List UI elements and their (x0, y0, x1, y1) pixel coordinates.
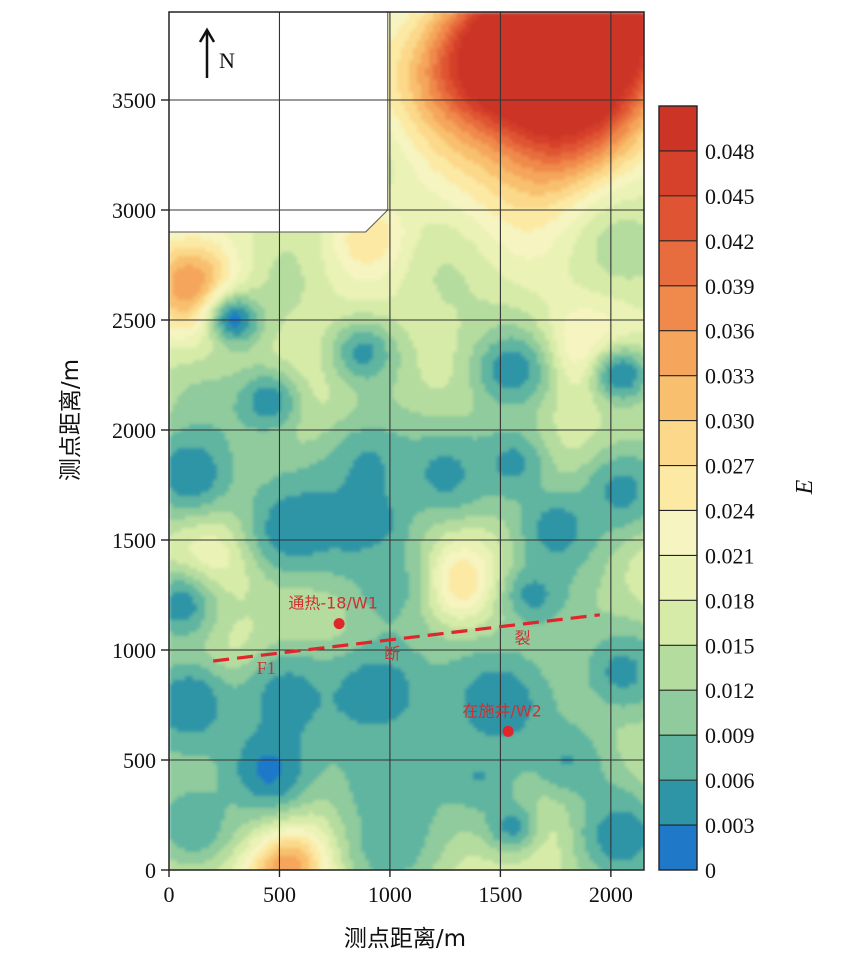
colorbar-tick-label: 0.024 (705, 498, 755, 523)
colorbar-tick-label: 0.018 (705, 588, 755, 613)
y-axis-title: 测点距离/m (58, 359, 84, 481)
colorbar-segment (659, 555, 697, 601)
axes: 0 500 1000 1500 2000 0 500 1000 1500 2000 2500 3000… (112, 88, 633, 907)
colorbar-segment (659, 195, 697, 242)
colorbar-tick-label: 0.036 (705, 319, 755, 344)
y-tick-label: 2500 (112, 308, 156, 333)
colorbar-segment (659, 240, 697, 287)
colorbar-tick-label: 0.033 (705, 364, 755, 389)
north-arrow: N (198, 27, 235, 78)
colorbar-segment (659, 825, 697, 871)
y-tick-label: 1000 (112, 638, 156, 663)
x-tick-label: 1500 (478, 882, 522, 907)
well-marker (333, 618, 345, 630)
y-tick-label: 1500 (112, 528, 156, 553)
colorbar-segment (659, 465, 697, 511)
fault-line (212, 613, 601, 663)
colorbar-segment (659, 510, 697, 556)
well-label: 通热-18/W1 (288, 594, 378, 613)
colorbar-tick-label: 0.021 (705, 543, 755, 568)
north-label: N (219, 48, 235, 73)
colorbar-segment (659, 690, 697, 736)
colorbar-tick-label: 0.009 (705, 723, 755, 748)
colorbar-segment (659, 106, 697, 152)
colorbar-segment (659, 735, 697, 781)
colorbar-tick-label: 0.045 (705, 184, 755, 209)
x-tick-label: 2000 (589, 882, 633, 907)
colorbar-segment (659, 285, 697, 332)
x-tick-label: 1000 (368, 882, 412, 907)
fault-label: 断 (384, 644, 400, 663)
colorbar-tick-label: 0.012 (705, 678, 755, 703)
no-data-region (168, 11, 389, 233)
colorbar-tick-label: 0.015 (705, 633, 755, 658)
y-tick-label: 3500 (112, 88, 156, 113)
grid-lines (169, 12, 644, 870)
colorbar-segment (659, 600, 697, 646)
fault-label: F1 (257, 658, 276, 678)
colorbar-title: E (792, 479, 818, 495)
colorbar-segment (659, 330, 697, 377)
colorbar-segment (659, 375, 697, 422)
colorbar-segment (659, 645, 697, 691)
well-marker (502, 725, 514, 737)
y-tick-label: 0 (145, 858, 156, 883)
fault-label: 裂 (514, 628, 530, 647)
colorbar-tick-label: 0.039 (705, 274, 755, 299)
y-tick-label: 2000 (112, 418, 156, 443)
colorbar-tick-label: 0.027 (705, 454, 755, 479)
annotations: F1 断 裂 通热-18/W1 在施井/W2 (212, 594, 601, 737)
x-axis-title: 测点距离/m (344, 926, 466, 952)
colorbar: 0 0.003 0.006 0.009 0.012 0.015 0.018 0.021 0.02… (658, 105, 755, 883)
colorbar-tick-label: 0.048 (705, 139, 755, 164)
colorbar-tick-label: 0.003 (705, 813, 755, 838)
plot-frame (168, 11, 645, 871)
y-tick-label: 3000 (112, 198, 156, 223)
well-label: 在施井/W2 (462, 701, 541, 720)
x-tick-label: 500 (263, 882, 296, 907)
colorbar-frame (658, 105, 698, 871)
colorbar-tick-label: 0.042 (705, 229, 755, 254)
colorbar-tick-label: 0.006 (705, 768, 755, 793)
colorbar-segment (659, 420, 697, 467)
colorbar-tick-label: 0 (705, 858, 716, 883)
colorbar-segment (659, 150, 697, 197)
y-tick-label: 500 (123, 748, 156, 773)
colorbar-tick-label: 0.030 (705, 409, 755, 434)
x-tick-label: 0 (164, 882, 175, 907)
colorbar-segment (659, 780, 697, 826)
